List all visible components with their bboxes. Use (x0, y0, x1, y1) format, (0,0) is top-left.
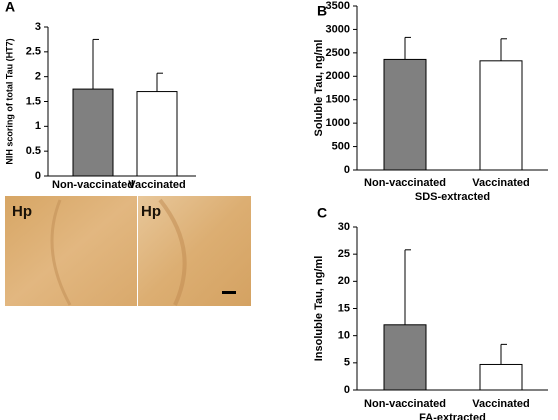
y-tick-label: 3 (35, 21, 41, 33)
y-axis-label: NIH scoring of total Tau (HT7) (4, 38, 14, 164)
region-label: Hp (141, 203, 161, 220)
bar (479, 363, 523, 391)
y-tick-label: 1000 (326, 117, 350, 129)
panel-label: A (5, 0, 15, 15)
y-tick-label: 15 (338, 302, 350, 314)
panel-label: B (317, 3, 327, 19)
x-tick-label: Non-vaccinated (52, 179, 134, 191)
y-tick-label: 3500 (326, 0, 350, 12)
tissue-image (138, 196, 251, 306)
y-tick-label: 20 (338, 275, 350, 287)
x-tick-label: Non-vaccinated (364, 177, 446, 189)
y-tick-label: 2.5 (26, 46, 41, 58)
bar (136, 91, 178, 177)
region-label: Hp (12, 203, 32, 220)
y-tick-label: 0.5 (26, 145, 41, 157)
y-tick-label: 500 (332, 140, 350, 152)
y-tick-label: 1.5 (26, 95, 41, 107)
y-tick-label: 1 (35, 120, 41, 132)
x-tick-label: Vaccinated (128, 179, 185, 191)
tissue-texture (50, 199, 72, 306)
bar (383, 58, 427, 171)
y-tick-label: 0 (35, 170, 41, 182)
bar (72, 88, 114, 177)
y-tick-label: 0 (344, 384, 350, 396)
y-tick-label: 2000 (326, 70, 350, 82)
y-tick-label: 30 (338, 221, 350, 233)
y-axis-label: Soluble Tau, ng/ml (313, 40, 325, 137)
x-tick-label: Vaccinated (472, 177, 529, 189)
y-tick-label: 1500 (326, 94, 350, 106)
tissue-texture (158, 198, 187, 306)
y-tick-label: 5 (344, 357, 350, 369)
bar (479, 60, 523, 171)
x-tick-label: Vaccinated (472, 398, 529, 410)
x-axis-label: FA-extracted (419, 412, 486, 420)
y-tick-label: 0 (344, 164, 350, 176)
y-tick-label: 2 (35, 71, 41, 83)
scale-bar (222, 291, 236, 294)
x-axis-label: SDS-extracted (415, 191, 490, 203)
y-axis-label: Insoluble Tau, ng/ml (313, 256, 325, 362)
y-tick-label: 2500 (326, 47, 350, 59)
y-tick-label: 10 (338, 330, 350, 342)
panel-label: C (317, 205, 327, 221)
y-tick-label: 25 (338, 248, 350, 260)
x-tick-label: Non-vaccinated (364, 398, 446, 410)
tissue-image (5, 196, 137, 306)
bar (383, 324, 427, 391)
y-tick-label: 3000 (326, 23, 350, 35)
micrograph: Hp Hp (5, 196, 251, 306)
